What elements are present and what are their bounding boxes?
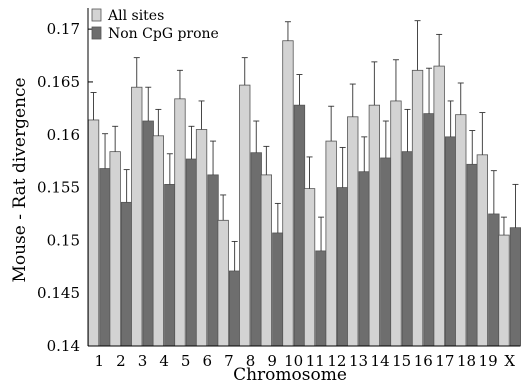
bar-non-cpg-prone — [185, 158, 198, 347]
bar-all-sites — [390, 100, 402, 347]
bar-non-cpg-prone — [401, 151, 414, 347]
x-tick-label: 10 — [284, 352, 303, 370]
bar-non-cpg-prone — [444, 136, 457, 347]
bar-all-sites — [217, 219, 229, 347]
y-tick-label: 0.17 — [47, 20, 80, 38]
x-tick-label: X — [504, 352, 515, 370]
bar-non-cpg-prone — [509, 227, 521, 347]
y-tick-label: 0.15 — [47, 231, 80, 249]
bar-non-cpg-prone — [315, 250, 327, 347]
bar-all-sites — [87, 119, 100, 347]
legend-swatch — [91, 8, 102, 22]
bar-all-sites — [411, 69, 424, 347]
bar-all-sites — [455, 114, 467, 347]
legend-label: Non CpG prone — [108, 26, 219, 42]
x-tick-label: 12 — [327, 352, 346, 370]
bar-all-sites — [109, 151, 121, 347]
bar-non-cpg-prone — [250, 152, 262, 347]
y-tick-label: 0.155 — [37, 179, 80, 197]
x-tick-label: 8 — [246, 352, 256, 370]
bar-non-cpg-prone — [121, 201, 133, 347]
bar-all-sites — [152, 135, 165, 347]
bar-non-cpg-prone — [488, 213, 500, 347]
bar-non-cpg-prone — [466, 163, 478, 347]
y-tick-label: 0.165 — [37, 73, 80, 91]
bar-all-sites — [195, 129, 208, 347]
bar-all-sites — [260, 174, 273, 347]
x-tick-label: 19 — [479, 352, 498, 370]
x-tick-label: 11 — [306, 352, 325, 370]
bar-all-sites — [131, 86, 143, 347]
x-tick-label: 17 — [435, 352, 454, 370]
bar-non-cpg-prone — [99, 168, 111, 347]
y-tick-label: 0.145 — [37, 284, 80, 302]
bar-all-sites — [282, 40, 294, 347]
bar-all-sites — [368, 104, 381, 347]
y-axis-label: Mouse - Rat divergence — [10, 77, 30, 282]
bar-non-cpg-prone — [336, 187, 349, 347]
bar-non-cpg-prone — [380, 157, 392, 347]
bar-all-sites — [303, 188, 316, 347]
bar-all-sites — [476, 154, 489, 347]
x-tick-label: 9 — [267, 352, 277, 370]
bar-non-cpg-prone — [142, 120, 154, 347]
bar-all-sites — [498, 234, 510, 347]
bar-all-sites — [325, 140, 337, 347]
bar-all-sites — [174, 98, 186, 347]
x-tick-label: 13 — [349, 352, 368, 370]
legend: All sites Non CpG prone — [91, 8, 219, 42]
x-tick-label: 1 — [95, 352, 105, 370]
bar-non-cpg-prone — [423, 113, 435, 347]
x-tick-label: 7 — [224, 352, 234, 370]
x-tick-label: 14 — [371, 352, 390, 370]
x-tick-label: 2 — [116, 352, 126, 370]
legend-label: All sites — [107, 8, 164, 24]
bar-non-cpg-prone — [228, 270, 241, 347]
bar-non-cpg-prone — [207, 174, 219, 347]
x-tick-label: 6 — [203, 352, 213, 370]
x-tick-label: 15 — [392, 352, 411, 370]
x-tick-label: 3 — [138, 352, 148, 370]
bar-non-cpg-prone — [293, 104, 306, 347]
bar-all-sites — [433, 65, 445, 347]
bar-all-sites — [239, 84, 251, 347]
bar-all-sites — [347, 116, 359, 347]
bar-non-cpg-prone — [358, 171, 370, 347]
x-tick-label: 5 — [181, 352, 191, 370]
x-tick-label: 4 — [159, 352, 169, 370]
y-tick-label: 0.16 — [47, 126, 80, 144]
y-tick-label: 0.14 — [47, 337, 80, 355]
legend-swatch — [91, 26, 102, 40]
bar-non-cpg-prone — [272, 232, 284, 347]
x-tick-label: 18 — [457, 352, 476, 370]
bar-non-cpg-prone — [164, 183, 176, 347]
x-axis-label: Chromosome — [233, 365, 347, 383]
x-tick-label: 16 — [414, 352, 433, 370]
